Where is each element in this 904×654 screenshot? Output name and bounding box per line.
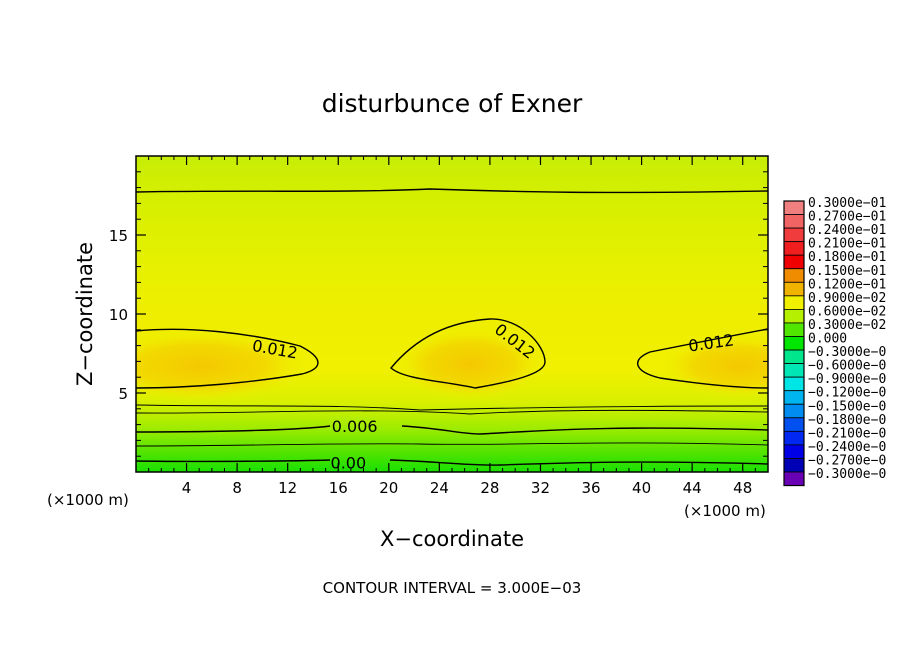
y-tick-label: 15 (109, 227, 128, 245)
colorbar-label: 0.3000e−02 (808, 318, 886, 333)
contour-label-text: 0.00 (331, 454, 367, 473)
colorbar-swatch (783, 444, 805, 459)
contour-line (136, 328, 319, 389)
colorbar-label: 0.1200e−01 (808, 277, 886, 292)
colorbar-label: −0.3000e−0 (808, 345, 886, 360)
x-axis-label: X−coordinate (380, 527, 524, 551)
x-tick-label: 40 (632, 479, 651, 497)
colorbar-label: 0.2400e−01 (808, 223, 886, 238)
contour-line (637, 328, 768, 389)
x-tick-label: 48 (733, 479, 752, 497)
y-tick-label: 10 (109, 306, 128, 324)
y-axis-label: Z−coordinate (73, 242, 97, 386)
colorbar-label: −0.9000e−0 (808, 372, 886, 387)
x-tick-label: 28 (480, 479, 499, 497)
y-axis: 5 10 15 (109, 171, 768, 457)
colorbar-label: 0.1800e−01 (808, 250, 886, 265)
colorbar-swatch (783, 376, 805, 392)
colorbar-swatch (783, 281, 805, 297)
colorbar-label: −0.1800e−0 (808, 413, 886, 428)
colorbar-swatch (783, 241, 805, 256)
x-tick-label: 36 (581, 479, 600, 497)
colorbar-label: −0.3000e−0 (808, 467, 886, 482)
y-tick-label: 5 (118, 385, 128, 403)
contour-line (136, 409, 768, 415)
contour-label-text: 0.006 (332, 417, 378, 436)
colorbar-swatch (783, 336, 805, 351)
contour-interval-note: CONTOUR INTERVAL = 3.000E−03 (323, 579, 582, 597)
contour-line (136, 459, 768, 466)
colorbar-swatch (783, 458, 805, 473)
contour-line (136, 425, 768, 435)
contour-label: 0.006 (332, 417, 378, 436)
contour-line (136, 442, 768, 447)
colorbar-swatch (783, 214, 805, 229)
contour-lines (136, 188, 768, 466)
colorbar-swatch (783, 417, 805, 432)
x-unit-left: (×1000 m) (47, 491, 129, 509)
x-unit-right: (×1000 m) (684, 502, 766, 520)
field-maximum-left (136, 330, 310, 402)
colorbar-swatch (783, 403, 805, 419)
x-tick-label: 8 (232, 479, 242, 497)
colorbar-label: 0.6000e−02 (808, 304, 886, 319)
colorbar-label: 0.2700e−01 (808, 210, 886, 225)
colorbar-label: −0.6000e−0 (808, 359, 886, 374)
field-background (136, 156, 768, 472)
x-tick-label: 20 (379, 479, 398, 497)
contour-label: 0.00 (331, 454, 367, 473)
colorbar-label: 0.9000e−02 (808, 291, 886, 306)
colorbar-swatch (783, 430, 805, 446)
colorbar-label: −0.2700e−0 (808, 453, 886, 468)
colorbar-label: −0.2100e−0 (808, 426, 886, 441)
colorbar-swatch (783, 390, 805, 405)
colorbar-swatch (783, 268, 805, 283)
colorbar-swatch (783, 471, 805, 486)
x-tick-label: 24 (430, 479, 449, 497)
colorbar-swatch (783, 227, 805, 243)
colorbar-swatch (783, 308, 805, 324)
colorbar-swatch (783, 322, 805, 337)
colorbar-label: 0.000 (808, 332, 847, 347)
x-tick-label: 16 (329, 479, 348, 497)
chart-title: disturbunce of Exner (322, 89, 583, 118)
colorbar-label: 0.1500e−01 (808, 264, 886, 279)
colorbar-swatch (783, 254, 805, 270)
contour-line (136, 404, 768, 411)
x-tick-label: 12 (278, 479, 297, 497)
contour-line (136, 188, 768, 194)
colorbar-swatch (783, 349, 805, 364)
colorbar-label: 0.2100e−01 (808, 237, 886, 252)
colorbar-frame (783, 200, 805, 487)
x-tick-label: 44 (683, 479, 702, 497)
colorbar-label: −0.1500e−0 (808, 399, 886, 414)
colorbar-swatch (783, 363, 805, 378)
colorbar-label: −0.1200e−0 (808, 386, 886, 401)
colorbar-swatch (783, 295, 805, 310)
x-tick-label: 4 (182, 479, 192, 497)
x-tick-label: 32 (531, 479, 550, 497)
colorbar-label: 0.3000e−01 (808, 196, 886, 211)
colorbar: 0.3000e−010.2700e−010.2400e−010.2100e−01… (783, 196, 886, 487)
contour-line (390, 318, 546, 389)
x-axis: 4 8 12 16 20 24 28 32 36 40 44 48 (148, 156, 756, 497)
colorbar-label: −0.2400e−0 (808, 440, 886, 455)
colorbar-swatch (783, 200, 805, 215)
